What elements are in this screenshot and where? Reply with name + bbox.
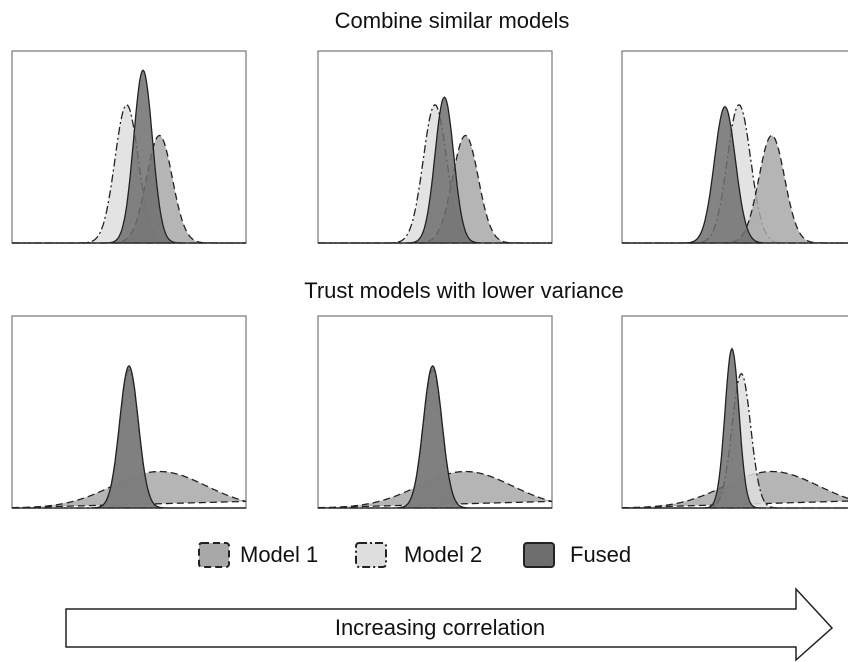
density-curve xyxy=(12,69,246,244)
legend: Model 1 Model 2 Fused xyxy=(198,542,631,568)
row-title: Trust models with lower variance xyxy=(304,278,624,303)
arrow xyxy=(65,587,834,662)
row-title: Combine similar models xyxy=(335,8,570,33)
legend-label: Model 2 xyxy=(404,542,482,567)
legend-label: Model 1 xyxy=(240,542,318,567)
density-curve xyxy=(622,105,848,244)
legend-swatch xyxy=(198,542,230,568)
legend-swatch xyxy=(523,542,555,568)
panels xyxy=(11,50,848,509)
density-curve xyxy=(318,96,552,244)
legend-swatch xyxy=(355,542,387,568)
arrow-label: Increasing correlation xyxy=(335,615,545,640)
density-curve xyxy=(318,365,552,509)
legend-label: Fused xyxy=(570,542,631,567)
density-curve xyxy=(12,365,246,509)
density-curve xyxy=(622,347,848,509)
